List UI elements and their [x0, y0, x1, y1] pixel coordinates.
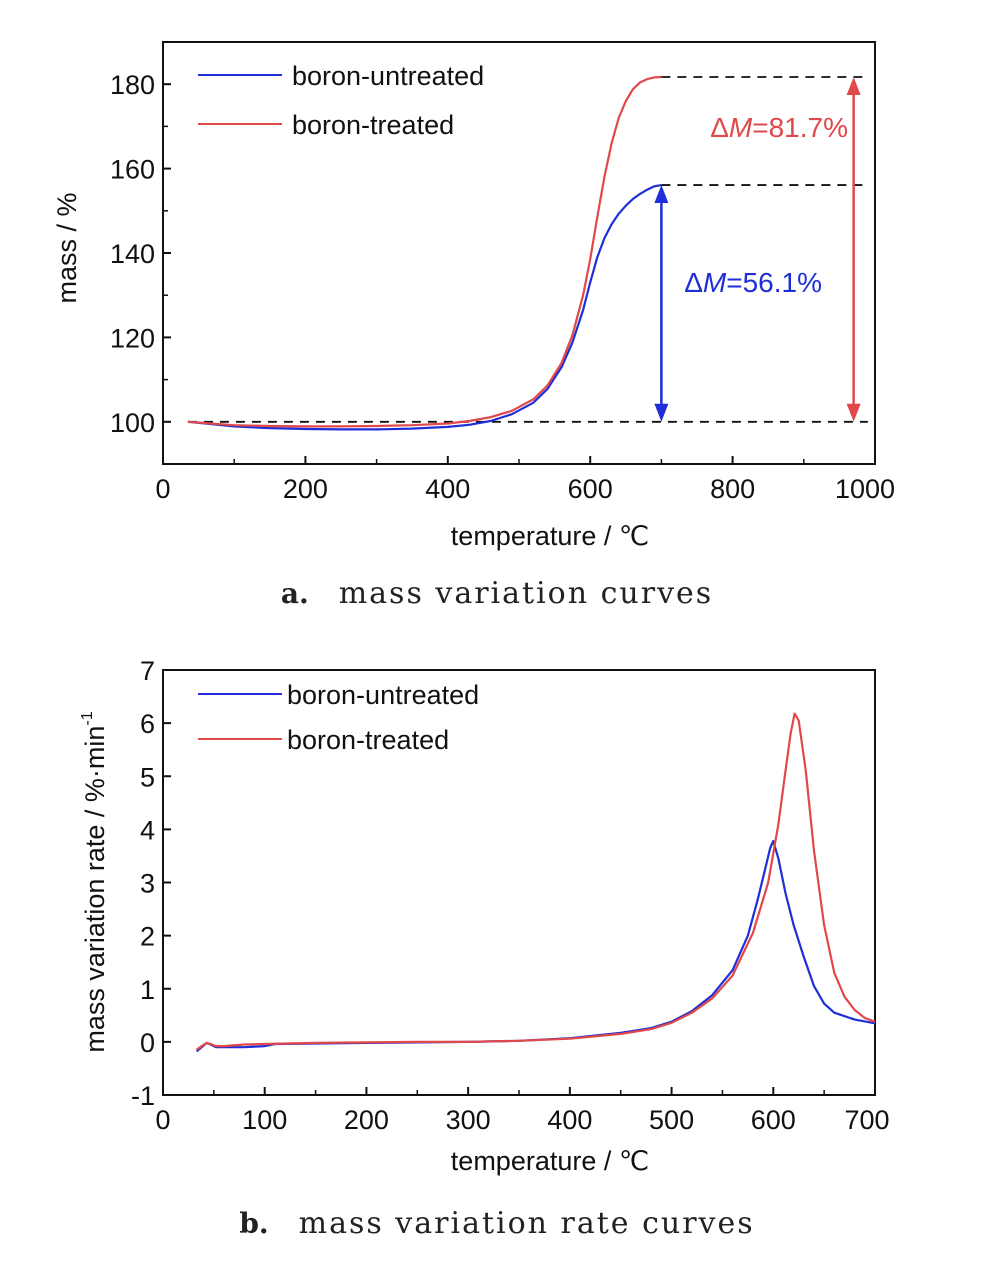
y-tick-label: 120	[110, 323, 155, 353]
x-tick-label: 800	[710, 474, 755, 504]
x-tick-label: 700	[844, 1105, 889, 1135]
chart-a-series	[187, 75, 662, 431]
x-tick-label: 400	[425, 474, 470, 504]
x-tick-label: 400	[547, 1105, 592, 1135]
y-tick-label: -1	[131, 1081, 155, 1111]
y-tick-label: 160	[110, 155, 155, 185]
x-tick-label: 0	[155, 1105, 170, 1135]
chart-a-caption: a. mass variation curves	[281, 576, 713, 611]
chart-a-legend: boron-untreated boron-treated	[198, 61, 484, 140]
x-tick-label: 0	[155, 474, 170, 504]
x-tick-label: 600	[568, 474, 613, 504]
x-tick-label: 600	[751, 1105, 796, 1135]
chart-a-ticks: 0 200 400 600 800 1000 100 120 140 160 180	[110, 70, 895, 504]
y-tick-label: 1	[140, 975, 155, 1005]
delta-arrow-head-down	[654, 403, 669, 422]
chart-b-legend: boron-untreated boron-treated	[198, 680, 479, 755]
y-tick-label: 5	[140, 762, 155, 792]
y-tick-label: 3	[140, 869, 155, 899]
chart-a: 0 200 400 600 800 1000 100 120 140 160 180 ΔM=56.1…	[52, 41, 895, 611]
chart-a-plot-frame	[162, 41, 876, 465]
series-line-boron-untreated	[195, 840, 876, 1053]
chart-b-y-axis-label-sup: -1	[79, 711, 96, 725]
chart-a-x-axis-label: temperature / ℃	[451, 521, 649, 551]
chart-a-y-axis-label: mass / %	[52, 192, 82, 303]
series-line-boron-treated	[187, 75, 662, 428]
y-tick-label: 0	[140, 1028, 155, 1058]
x-tick-label: 1000	[835, 474, 895, 504]
chart-b-caption: b. mass variation rate curves	[239, 1206, 754, 1241]
series-line-boron-treated	[195, 712, 876, 1051]
chart-b-series	[195, 712, 876, 1053]
y-tick-label: 140	[110, 239, 155, 269]
x-tick-label: 200	[344, 1105, 389, 1135]
chart-b-caption-text: mass variation rate curves	[299, 1206, 755, 1241]
legend-label-boron-treated: boron-treated	[292, 110, 454, 140]
chart-a-caption-text: mass variation curves	[339, 576, 713, 611]
series-line-boron-untreated	[187, 184, 662, 431]
chart-a-annotations: ΔM=56.1% ΔM=81.7%	[654, 77, 861, 422]
y-tick-label: 180	[110, 70, 155, 100]
y-tick-label: 6	[140, 709, 155, 739]
delta-arrow-head-up	[654, 185, 669, 204]
x-tick-label: 200	[283, 474, 328, 504]
y-tick-label: 7	[140, 656, 155, 686]
legend-label-boron-untreated: boron-untreated	[292, 61, 484, 91]
x-tick-label: 300	[446, 1105, 491, 1135]
x-tick-label: 100	[242, 1105, 287, 1135]
x-tick-label: 500	[649, 1105, 694, 1135]
y-tick-label: 4	[140, 815, 155, 845]
chart-b-y-axis-label: mass variation rate / %·min-1	[79, 711, 110, 1052]
delta-m-annotation: ΔM=56.1%	[684, 267, 822, 298]
y-tick-label: 100	[110, 408, 155, 438]
chart-a-reference-lines	[187, 76, 868, 423]
delta-m-annotation: ΔM=81.7%	[710, 112, 848, 143]
delta-arrow-head-up	[846, 77, 861, 96]
y-tick-label: 2	[140, 922, 155, 952]
chart-a-caption-letter: a.	[281, 577, 309, 610]
legend-label-boron-untreated: boron-untreated	[287, 680, 479, 710]
delta-arrow-head-down	[846, 403, 861, 422]
chart-b-caption-letter: b.	[239, 1207, 268, 1240]
chart-b-x-axis-label: temperature / ℃	[451, 1146, 649, 1176]
chart-b-y-axis-label-main: mass variation rate / %·min	[80, 726, 110, 1053]
legend-label-boron-treated: boron-treated	[287, 725, 449, 755]
